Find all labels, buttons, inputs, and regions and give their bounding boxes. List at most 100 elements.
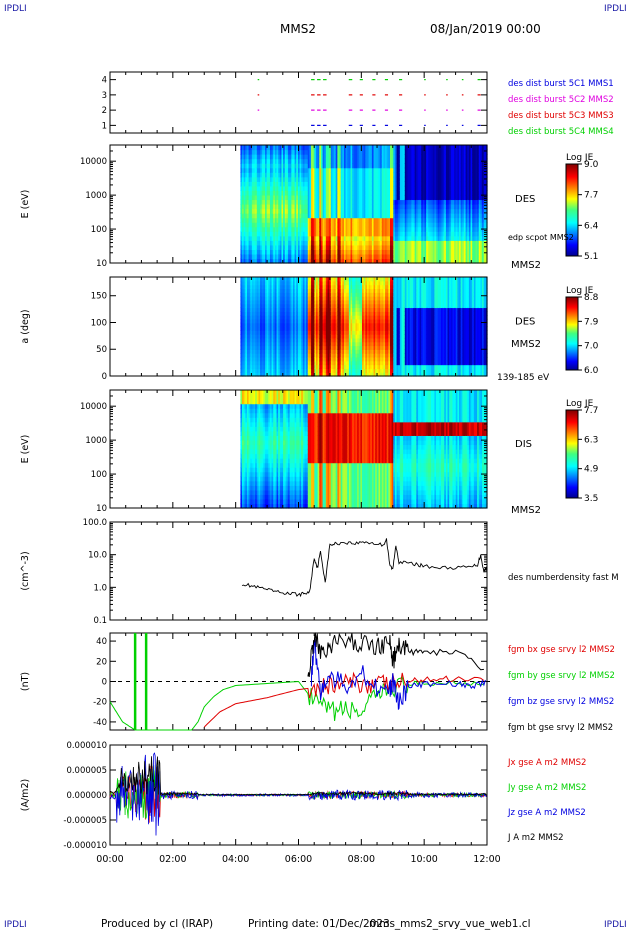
spectrogram-cell — [358, 167, 361, 173]
spectrogram-cell — [330, 253, 334, 260]
spectrogram-cell — [365, 181, 368, 187]
spectrogram-cell — [294, 149, 297, 155]
spectrogram-cell — [429, 194, 432, 201]
spectrogram-cell — [447, 253, 450, 260]
spectrogram-cell — [396, 231, 399, 237]
spectrogram-cell — [242, 235, 245, 241]
spectrogram-cell — [276, 318, 279, 324]
spectrogram-cell — [269, 194, 273, 201]
spectrogram-cell — [296, 303, 299, 309]
spectrogram-cell — [370, 204, 373, 210]
spectrogram-cell — [329, 158, 332, 164]
spectrogram-cell — [368, 158, 371, 164]
spectrogram-cell — [260, 330, 263, 335]
spectrogram-cell — [468, 190, 472, 196]
spectrogram-cell — [266, 288, 269, 293]
spectrogram-cell — [396, 199, 399, 205]
spectrogram-cell — [243, 181, 246, 187]
spectrogram-cell — [381, 194, 385, 201]
spectrogram-cell — [419, 167, 422, 173]
spectrogram-cell — [429, 222, 432, 228]
spectrogram-cell — [401, 253, 404, 260]
spectrogram-cell — [406, 217, 409, 223]
spectrogram-cell — [408, 240, 411, 246]
spectrogram-cell — [314, 158, 317, 164]
spectrogram-cell — [417, 145, 421, 151]
spectrogram-cell — [245, 345, 248, 350]
spectrogram-cell — [253, 244, 256, 250]
spectrogram-cell — [383, 190, 386, 196]
spectrogram-cell — [281, 244, 284, 250]
spectrogram-cell — [288, 284, 291, 290]
spectrogram-cell — [255, 360, 258, 366]
spectrogram-cell — [286, 204, 289, 210]
spectrogram-cell — [271, 154, 274, 160]
spectrogram-cell — [250, 341, 253, 347]
spectrogram-cell — [307, 231, 311, 237]
spectrogram-cell — [324, 235, 327, 241]
spectrogram-cell — [440, 154, 444, 160]
spectrogram-cell — [286, 158, 289, 164]
spectrogram-cell — [404, 158, 408, 164]
spectrogram-cell — [366, 167, 370, 173]
spectrogram-cell — [292, 172, 296, 178]
spectrogram-cell — [450, 208, 454, 214]
spectrogram-cell — [388, 244, 391, 250]
spectrogram-cell — [411, 240, 414, 246]
spectrogram-cell — [251, 244, 255, 250]
spectrogram-cell — [286, 190, 289, 196]
spectrogram-cell — [253, 330, 256, 335]
spectrogram-cell — [273, 318, 276, 324]
spectrogram-cell — [301, 204, 304, 210]
spectrogram-cell — [388, 249, 391, 255]
spectrogram-cell — [279, 372, 283, 377]
spectrogram-cell — [286, 258, 289, 264]
spectrogram-cell — [358, 204, 361, 210]
spectrogram-cell — [322, 149, 325, 155]
spectrogram-cell — [263, 240, 266, 246]
spectrogram-cell — [256, 235, 260, 241]
spectrogram-cell — [371, 240, 375, 246]
spectrogram-cell — [485, 235, 488, 241]
spectrogram-cell — [332, 240, 335, 246]
spectrogram-cell — [332, 190, 335, 196]
spectrogram-cell — [393, 253, 396, 260]
spectrogram-cell — [368, 249, 371, 255]
spectrogram-cell — [440, 167, 444, 173]
spectrogram-cell — [365, 213, 368, 219]
spectrogram-cell — [324, 231, 327, 237]
spectrogram-cell — [345, 240, 348, 246]
spectrogram-cell — [482, 240, 485, 246]
spectrogram-cell — [274, 145, 278, 151]
spectrogram-cell — [266, 231, 269, 237]
spectrogram-cell — [483, 235, 486, 241]
spectrogram-cell — [253, 185, 256, 191]
spectrogram-cell — [398, 163, 401, 169]
spectrogram-cell — [388, 145, 391, 151]
spectrogram-cell — [375, 258, 378, 264]
spectrogram-cell — [468, 253, 472, 260]
spectrogram-cell — [363, 204, 366, 210]
spectrogram-cell — [283, 296, 286, 301]
spectrogram-cell — [245, 163, 248, 169]
spectrogram-cell — [299, 226, 302, 232]
spectrogram-cell — [317, 222, 320, 228]
spectrogram-cell — [266, 181, 269, 187]
spectrogram-cell — [273, 253, 276, 260]
spectrogram-cell — [406, 222, 409, 228]
spectrogram-cell — [362, 253, 365, 260]
spectrogram-cell — [337, 158, 340, 164]
spectrogram-cell — [255, 277, 258, 282]
spectrogram-cell — [240, 231, 243, 237]
spectrogram-cell — [291, 145, 294, 151]
spectrogram-cell — [345, 249, 348, 255]
spectrogram-cell — [289, 296, 292, 301]
spectrogram-cell — [260, 368, 263, 373]
spectrogram-cell — [279, 167, 283, 173]
spectrogram-cell — [342, 204, 345, 210]
spectrogram-cell — [378, 181, 381, 187]
spectrogram-cell — [424, 185, 427, 191]
spectrogram-cell — [306, 231, 309, 237]
spectrogram-cell — [251, 341, 255, 347]
spectrogram-cell — [424, 222, 427, 228]
